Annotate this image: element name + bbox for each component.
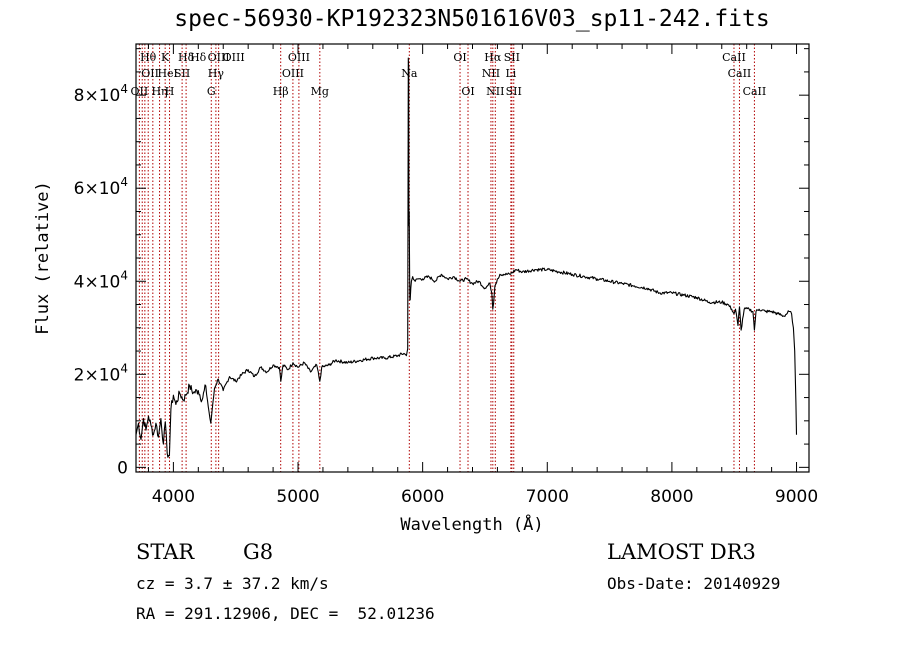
subclass-label: G8 — [243, 540, 274, 564]
line-label-extra-1: HeI — [157, 67, 177, 80]
line-label-11: Hγ — [208, 67, 225, 80]
y-tick-label-2: 4×104 — [74, 268, 128, 292]
y-tick-label-4: 8×104 — [74, 82, 128, 106]
line-label-6: K — [161, 51, 170, 64]
line-label-25: SII — [506, 85, 522, 98]
x-axis-label: Wavelength (Å) — [400, 513, 543, 535]
x-tick-label-1: 5000 — [276, 487, 319, 507]
x-tick-label-2: 6000 — [401, 487, 444, 507]
x-tick-label-4: 8000 — [650, 487, 693, 507]
line-label-16: Mg — [311, 85, 329, 98]
y-tick-label-0: 0 — [117, 458, 128, 478]
spectrum-layer — [135, 57, 798, 458]
line-label-17: Na — [401, 67, 418, 80]
spectrum-line — [135, 57, 798, 458]
line-label-18: OI — [453, 51, 466, 64]
line-label-7: H — [165, 85, 175, 98]
x-tick-label-5: 9000 — [775, 487, 818, 507]
line-labels: OIIHθHηKHSIIHδGHγOIIIHβOIIIOIIIMgNaOIOIN… — [131, 51, 767, 98]
line-label-3: Hθ — [140, 51, 157, 64]
x-tick-label-0: 4000 — [152, 487, 195, 507]
line-label-26: CaII — [722, 51, 746, 64]
line-label-19: OI — [461, 85, 474, 98]
line-label-21: Hα — [484, 51, 502, 64]
line-label-15: OIII — [288, 51, 310, 64]
line-label-12: OIII — [208, 51, 230, 64]
line-label-24: SII — [504, 51, 520, 64]
line-label-14: OIII — [282, 67, 304, 80]
y-axis-ticks: 0 2×104 4×104 6×104 8×104 — [74, 48, 809, 478]
obs-date-text: Obs-Date: 20140929 — [607, 574, 781, 593]
coordinates-text: RA = 291.12906, DEC = 52.01236 — [136, 604, 435, 623]
x-axis-ticks: 4000 5000 6000 7000 8000 9000 — [147, 44, 818, 507]
line-label-10: G — [207, 85, 216, 98]
line-label-20: NII — [482, 67, 500, 80]
line-label-28: CaII — [743, 85, 767, 98]
line-label-0: OII — [131, 85, 149, 98]
x-tick-label-3: 7000 — [526, 487, 569, 507]
survey-label: LAMOST DR3 — [607, 540, 756, 564]
line-label-extra-0: OII — [141, 67, 159, 80]
chart-title: spec-56930-KP192323N501616V03_sp11-242.f… — [174, 6, 770, 32]
line-label-23: Li — [505, 67, 516, 80]
redshift-text: cz = 3.7 ± 37.2 km/s — [136, 574, 329, 593]
line-label-22: NII — [486, 85, 504, 98]
line-label-8: SII — [174, 67, 190, 80]
y-axis-label: Flux (relative) — [33, 181, 53, 335]
plot-frame — [135, 43, 810, 473]
y-tick-label-3: 6×104 — [74, 175, 128, 199]
line-markers — [138, 44, 755, 472]
line-label-extra-2: Hδ — [190, 51, 207, 64]
y-tick-label-1: 2×104 — [74, 361, 128, 385]
class-label: STAR — [136, 540, 195, 564]
line-label-13: Hβ — [273, 85, 289, 98]
line-label-extra-3: OIII — [223, 51, 245, 64]
line-label-5: Hη — [151, 85, 167, 98]
line-label-9: Hδ — [178, 51, 195, 64]
line-label-27: CaII — [728, 67, 752, 80]
